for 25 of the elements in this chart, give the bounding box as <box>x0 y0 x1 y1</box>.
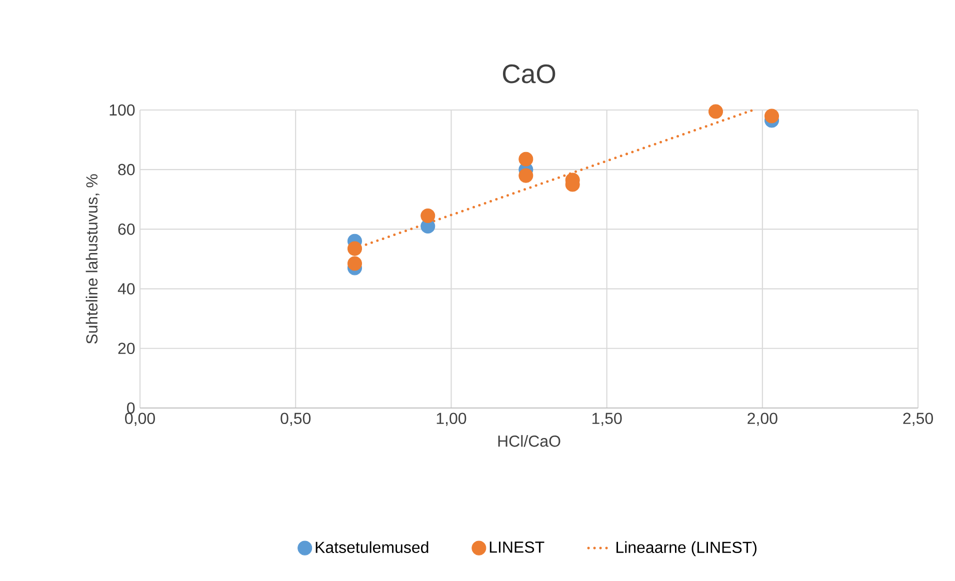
chart-title: CaO <box>502 64 556 84</box>
x-tick-label: 2,00 <box>748 412 778 426</box>
legend-label: LINEST <box>490 541 544 553</box>
y-tick-label: 0 <box>127 402 135 414</box>
x-tick-label: 2,50 <box>903 412 933 426</box>
y-tick-label: 80 <box>118 164 135 176</box>
x-axis-title: HCl/CaO <box>498 435 560 447</box>
y-tick-label: 20 <box>118 342 135 354</box>
point <box>518 152 534 166</box>
legend-label: Katsetulemused <box>316 541 428 554</box>
y-axis-title: Suhteline lahustuvus, % <box>86 174 100 344</box>
y-tick-label: 60 <box>118 224 135 235</box>
x-tick-label: 1,50 <box>592 412 622 426</box>
legend-label: Lineaarne (LINEST) <box>616 541 756 556</box>
x-tick-label: 0,00 <box>125 412 155 426</box>
point <box>518 168 534 183</box>
x-tick-label: 1,00 <box>436 412 466 426</box>
point <box>708 104 723 119</box>
y-tick-label: 100 <box>110 104 135 116</box>
point <box>347 256 362 271</box>
x-tick-label: 0,50 <box>280 412 311 426</box>
point <box>764 108 780 124</box>
point <box>420 208 436 224</box>
y-tick-label: 40 <box>118 283 135 294</box>
point <box>347 241 362 256</box>
